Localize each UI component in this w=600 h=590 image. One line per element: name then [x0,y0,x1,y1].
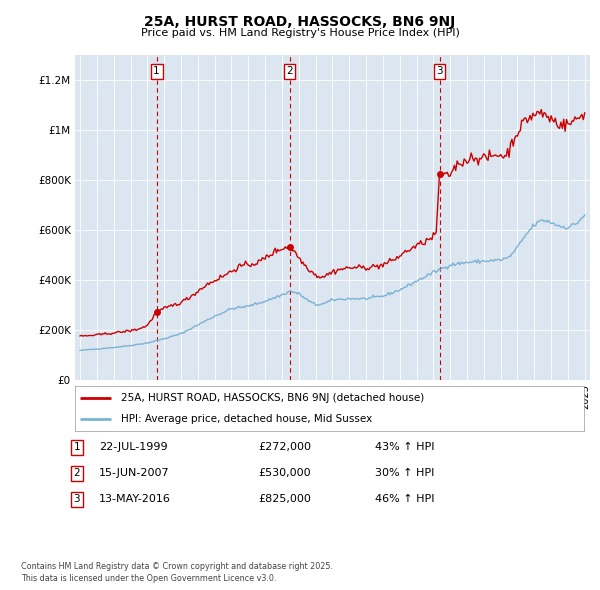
Text: 1: 1 [153,66,160,76]
Text: £530,000: £530,000 [258,468,311,478]
Text: 1: 1 [73,442,80,452]
Text: 25A, HURST ROAD, HASSOCKS, BN6 9NJ: 25A, HURST ROAD, HASSOCKS, BN6 9NJ [145,15,455,29]
Text: Price paid vs. HM Land Registry's House Price Index (HPI): Price paid vs. HM Land Registry's House … [140,28,460,38]
Text: 2: 2 [73,468,80,478]
Text: 43% ↑ HPI: 43% ↑ HPI [375,442,434,452]
Text: £825,000: £825,000 [258,494,311,504]
Text: 3: 3 [436,66,443,76]
Text: 46% ↑ HPI: 46% ↑ HPI [375,494,434,504]
Text: 22-JUL-1999: 22-JUL-1999 [99,442,167,452]
Text: 25A, HURST ROAD, HASSOCKS, BN6 9NJ (detached house): 25A, HURST ROAD, HASSOCKS, BN6 9NJ (deta… [121,394,424,404]
Text: HPI: Average price, detached house, Mid Sussex: HPI: Average price, detached house, Mid … [121,414,372,424]
Text: 15-JUN-2007: 15-JUN-2007 [99,468,170,478]
Text: 3: 3 [73,494,80,504]
Text: 30% ↑ HPI: 30% ↑ HPI [375,468,434,478]
Text: 2: 2 [286,66,293,76]
Text: 13-MAY-2016: 13-MAY-2016 [99,494,171,504]
Text: Contains HM Land Registry data © Crown copyright and database right 2025.
This d: Contains HM Land Registry data © Crown c… [21,562,333,583]
Text: £272,000: £272,000 [258,442,311,452]
